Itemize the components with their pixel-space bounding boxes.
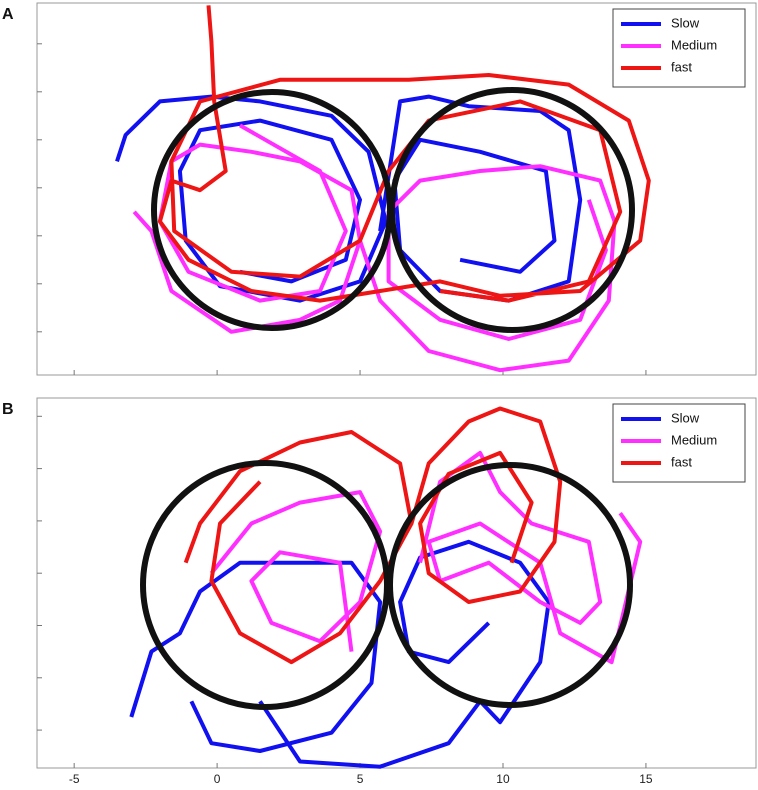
region-circle <box>389 87 635 333</box>
circles <box>140 87 635 710</box>
legend-label: Slow <box>671 410 700 425</box>
panel-a <box>37 5 651 375</box>
x-tick-label: 15 <box>639 772 653 786</box>
x-tick-label: 0 <box>214 772 221 786</box>
legend-label: Medium <box>671 37 717 52</box>
panel-label: A <box>2 6 14 23</box>
x-tick-label: -5 <box>69 772 80 786</box>
x-tick-label: 10 <box>496 772 510 786</box>
legend-label: fast <box>671 59 692 74</box>
trajectory <box>129 539 551 769</box>
plot-frame <box>36 397 757 769</box>
legend-label: Slow <box>671 15 700 30</box>
x-tick-label: 5 <box>357 772 364 786</box>
overlay: A Slow Medium fast B Slow Medium fast <box>2 6 746 483</box>
legend-label: Medium <box>671 432 717 447</box>
trajectory <box>132 123 617 373</box>
trajectory <box>209 450 643 665</box>
plot-frame <box>36 2 757 376</box>
legend-label: fast <box>671 454 692 469</box>
trajectory <box>157 5 651 303</box>
region-circle <box>387 462 633 708</box>
panel-b: -5 0 5 10 15 <box>37 406 653 786</box>
region-circle <box>140 460 390 710</box>
panel-label: B <box>2 401 14 418</box>
